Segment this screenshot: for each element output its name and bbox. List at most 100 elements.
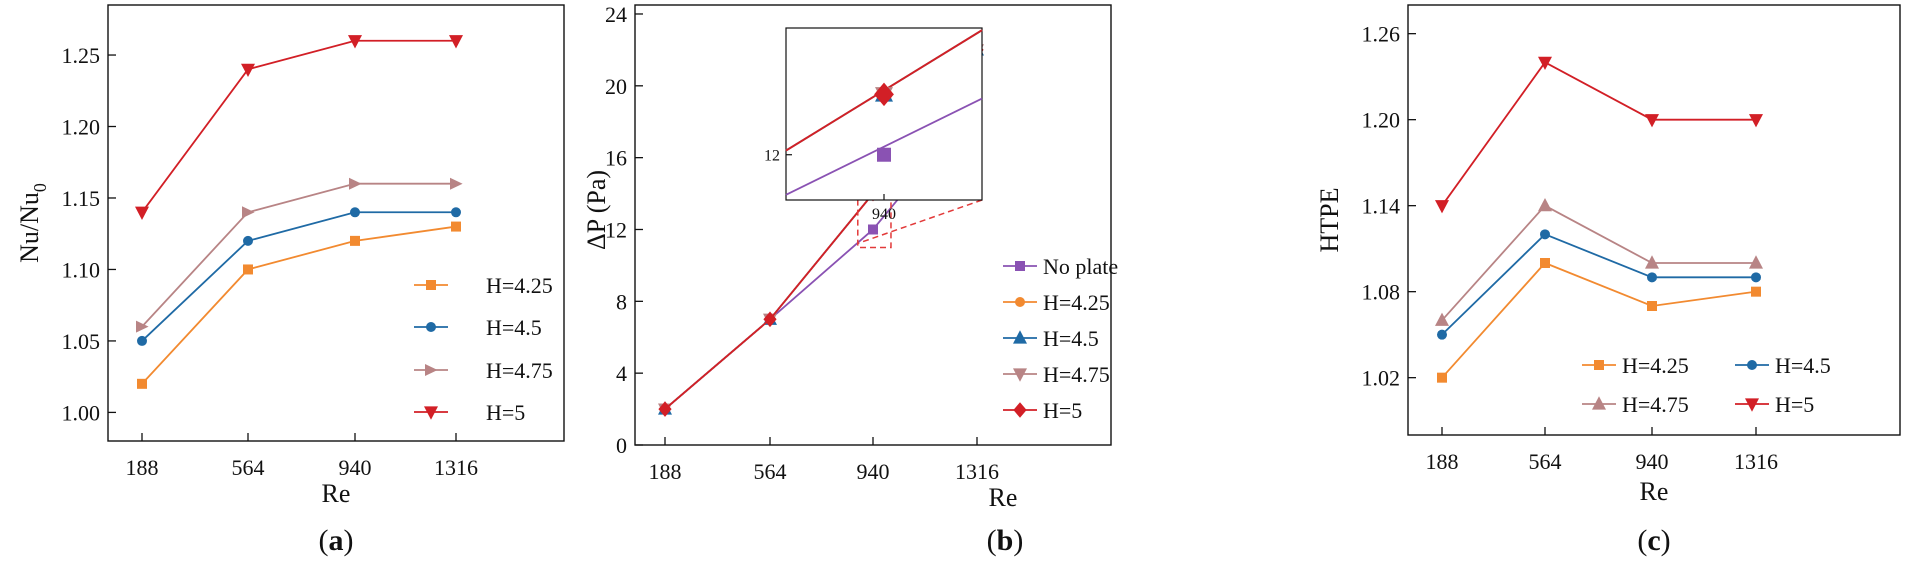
inset-y-tick-label: 12 bbox=[764, 148, 780, 165]
data-point bbox=[1435, 312, 1449, 326]
panel-c-y-axis-title: HTPE bbox=[1315, 188, 1344, 253]
data-point bbox=[350, 235, 360, 246]
data-point bbox=[135, 206, 149, 220]
legend-marker bbox=[1747, 360, 1757, 370]
series-line bbox=[141, 211, 456, 342]
legend-entry: H=4.5 bbox=[1735, 353, 1831, 378]
panel-a-x-ticks: 188 564 940 1316 bbox=[126, 433, 478, 480]
panel-a-series bbox=[135, 35, 463, 389]
y-tick-label: 1.20 bbox=[1362, 108, 1401, 133]
legend-marker bbox=[1015, 297, 1025, 307]
y-tick-label: 1.10 bbox=[62, 257, 101, 282]
inset-data-point bbox=[877, 147, 891, 162]
legend-marker bbox=[1013, 368, 1027, 382]
data-point bbox=[1437, 329, 1447, 340]
series-line bbox=[1441, 204, 1756, 321]
legend-label: No plate bbox=[1043, 254, 1118, 279]
y-tick-label: 16 bbox=[605, 146, 627, 171]
legend-entry: H=4.25 bbox=[414, 273, 553, 298]
legend-label: H=4.25 bbox=[486, 273, 553, 298]
inset-data-point bbox=[874, 82, 894, 107]
series-line bbox=[1441, 261, 1757, 379]
x-tick-label: 940 bbox=[339, 455, 372, 480]
series-line bbox=[1441, 233, 1756, 336]
data-point bbox=[242, 206, 255, 219]
legend-marker bbox=[1015, 261, 1025, 271]
data-point bbox=[137, 335, 147, 346]
legend-marker bbox=[1594, 360, 1604, 370]
series-line bbox=[1441, 61, 1756, 207]
panel-b-inset: 940 12 bbox=[764, 27, 983, 223]
y-tick-label: 1.02 bbox=[1362, 366, 1401, 391]
y-tick-label: 24 bbox=[605, 2, 627, 27]
panel-c-x-axis-title: Re bbox=[1640, 477, 1669, 506]
y-tick-label: 1.14 bbox=[1362, 194, 1401, 219]
data-point bbox=[1749, 114, 1763, 128]
panel-b-label: (b) bbox=[987, 524, 1024, 557]
y-tick-label: 8 bbox=[616, 289, 627, 314]
series-line bbox=[141, 225, 457, 385]
panel-a: 1.00 1.05 1.10 1.15 1.20 1.25 188 564 940 1316 H… bbox=[15, 4, 565, 557]
data-point bbox=[1538, 56, 1552, 71]
panel-b: 0 4 8 12 16 20 24 188 564 940 1316 940 12 No plat… bbox=[582, 2, 1118, 557]
y-tick-label: 1.20 bbox=[62, 115, 101, 140]
data-point bbox=[349, 177, 362, 190]
panel-a-y-ticks: 1.00 1.05 1.10 1.15 1.20 1.25 bbox=[62, 43, 116, 425]
data-point bbox=[451, 221, 461, 232]
x-tick-label: 564 bbox=[1529, 449, 1562, 474]
y-tick-label: 4 bbox=[616, 361, 627, 386]
legend-entry: H=4.75 bbox=[414, 358, 553, 383]
data-point bbox=[868, 224, 878, 235]
y-tick-label: 1.15 bbox=[62, 186, 101, 211]
data-point bbox=[1540, 258, 1550, 268]
data-point bbox=[1645, 255, 1659, 269]
legend-entry: H=4.25 bbox=[1582, 353, 1689, 378]
x-tick-label: 1316 bbox=[955, 459, 999, 484]
panel-a-y-axis-title: Nu/Nu0 bbox=[15, 183, 50, 263]
data-point bbox=[450, 177, 463, 190]
legend-label: H=4.75 bbox=[1043, 362, 1110, 387]
x-tick-label: 188 bbox=[126, 455, 159, 480]
x-tick-label: 1316 bbox=[434, 455, 478, 480]
legend-entry: H=5 bbox=[1735, 392, 1814, 417]
legend-label: H=4.5 bbox=[1775, 353, 1831, 378]
y-tick-label: 1.05 bbox=[62, 329, 101, 354]
legend-entry: H=5 bbox=[1003, 398, 1082, 423]
legend-marker bbox=[1592, 396, 1606, 410]
y-tick-label: 0 bbox=[616, 433, 627, 458]
panel-a-x-axis-title: Re bbox=[322, 479, 351, 508]
panel-c-y-ticks: 1.02 1.08 1.14 1.20 1.26 bbox=[1362, 22, 1416, 391]
x-tick-label: 940 bbox=[857, 459, 890, 484]
data-point bbox=[1749, 255, 1763, 269]
legend-marker bbox=[1013, 330, 1027, 344]
panel-c-legend: H=4.25 H=4.5 H=4.75 H=5 bbox=[1582, 353, 1831, 417]
data-point bbox=[449, 35, 463, 49]
y-tick-label: 12 bbox=[605, 217, 627, 242]
data-point bbox=[451, 207, 461, 218]
legend-label: H=4.75 bbox=[486, 358, 553, 383]
panel-b-x-ticks: 188 564 940 1316 bbox=[649, 437, 999, 484]
y-tick-label: 1.26 bbox=[1362, 22, 1401, 47]
data-point bbox=[1538, 197, 1552, 212]
legend-label: H=5 bbox=[1775, 392, 1814, 417]
data-point bbox=[243, 264, 253, 275]
data-point bbox=[350, 207, 360, 218]
panel-b-y-axis-title: ΔP (Pa) bbox=[582, 170, 611, 250]
legend-marker bbox=[426, 280, 436, 290]
data-point bbox=[1647, 272, 1657, 283]
panel-a-legend: H=4.25 H=4.5 H=4.75 H=5 bbox=[414, 273, 553, 425]
legend-entry: H=4.75 bbox=[1582, 392, 1689, 417]
x-tick-label: 188 bbox=[649, 459, 682, 484]
series-line bbox=[141, 39, 456, 213]
x-tick-label: 940 bbox=[1636, 449, 1669, 474]
data-point bbox=[1751, 272, 1761, 283]
legend-label: H=4.25 bbox=[1622, 353, 1689, 378]
data-point bbox=[243, 235, 253, 246]
data-point bbox=[1540, 229, 1550, 240]
inset-x-tick-label: 940 bbox=[872, 206, 896, 223]
legend-label: H=4.5 bbox=[486, 315, 542, 340]
data-point bbox=[1645, 114, 1659, 128]
data-point bbox=[658, 401, 672, 417]
inset-series-line bbox=[785, 97, 983, 196]
